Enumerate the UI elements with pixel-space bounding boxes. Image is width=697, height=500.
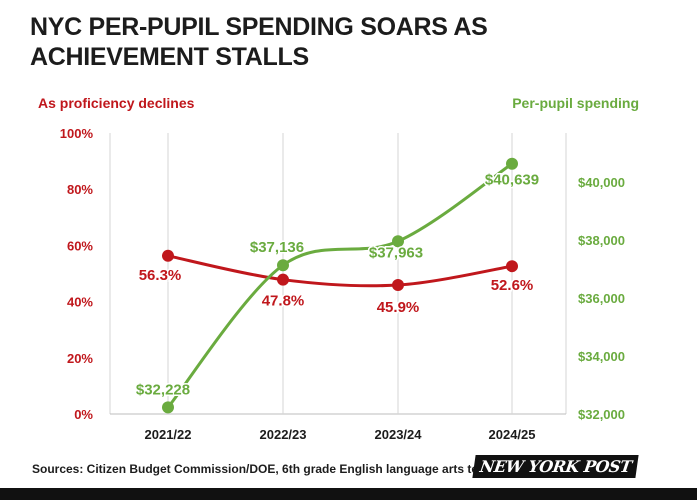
left-tick-label: 40% bbox=[67, 295, 93, 310]
spending-data-point bbox=[392, 235, 404, 248]
left-tick-label: 100% bbox=[60, 126, 94, 141]
x-tick-label: 2023/24 bbox=[375, 427, 423, 442]
left-tick-label: 60% bbox=[67, 238, 93, 253]
right-axis-title: Per-pupil spending bbox=[512, 95, 639, 111]
left-tick-label: 80% bbox=[67, 182, 93, 197]
spending-data-point bbox=[506, 157, 518, 170]
right-tick-label: $34,000 bbox=[578, 349, 625, 364]
spending-series-line bbox=[166, 162, 513, 409]
proficiency-data-label: 52.6% bbox=[491, 277, 534, 294]
source-note: Sources: Citizen Budget Commission/DOE, … bbox=[32, 462, 507, 476]
new-york-post-logo: NEW YORK POST bbox=[471, 455, 639, 478]
chart-title: NYC PER-PUPIL SPENDING SOARS AS ACHIEVEM… bbox=[30, 13, 488, 71]
spending-data-label: $40,639 bbox=[485, 172, 539, 189]
proficiency-data-label: 45.9% bbox=[377, 299, 420, 316]
proficiency-series-line bbox=[167, 254, 513, 288]
proficiency-data-point bbox=[392, 279, 404, 292]
proficiency-data-point bbox=[162, 249, 174, 262]
left-tick-label: 0% bbox=[74, 407, 93, 422]
spending-data-point bbox=[162, 401, 174, 414]
spending-data-label: $37,136 bbox=[250, 239, 304, 256]
right-tick-label: $36,000 bbox=[578, 291, 625, 306]
proficiency-data-label: 56.3% bbox=[139, 267, 182, 284]
x-tick-label: 2022/23 bbox=[260, 427, 307, 442]
footer-bar bbox=[0, 488, 697, 500]
left-axis-title: As proficiency declines bbox=[38, 95, 195, 111]
proficiency-data-label: 47.8% bbox=[262, 293, 305, 310]
x-tick-label: 2021/22 bbox=[145, 427, 192, 442]
right-tick-label: $32,000 bbox=[578, 407, 625, 422]
proficiency-data-point bbox=[506, 260, 518, 273]
proficiency-data-point bbox=[277, 273, 289, 286]
right-tick-label: $38,000 bbox=[578, 233, 625, 248]
right-tick-label: $40,000 bbox=[578, 175, 625, 190]
spending-data-label: $32,228 bbox=[136, 381, 190, 398]
left-tick-label: 20% bbox=[67, 351, 93, 366]
spending-data-point bbox=[277, 259, 289, 272]
spending-data-label: $37,963 bbox=[369, 244, 423, 261]
x-tick-label: 2024/25 bbox=[489, 427, 536, 442]
